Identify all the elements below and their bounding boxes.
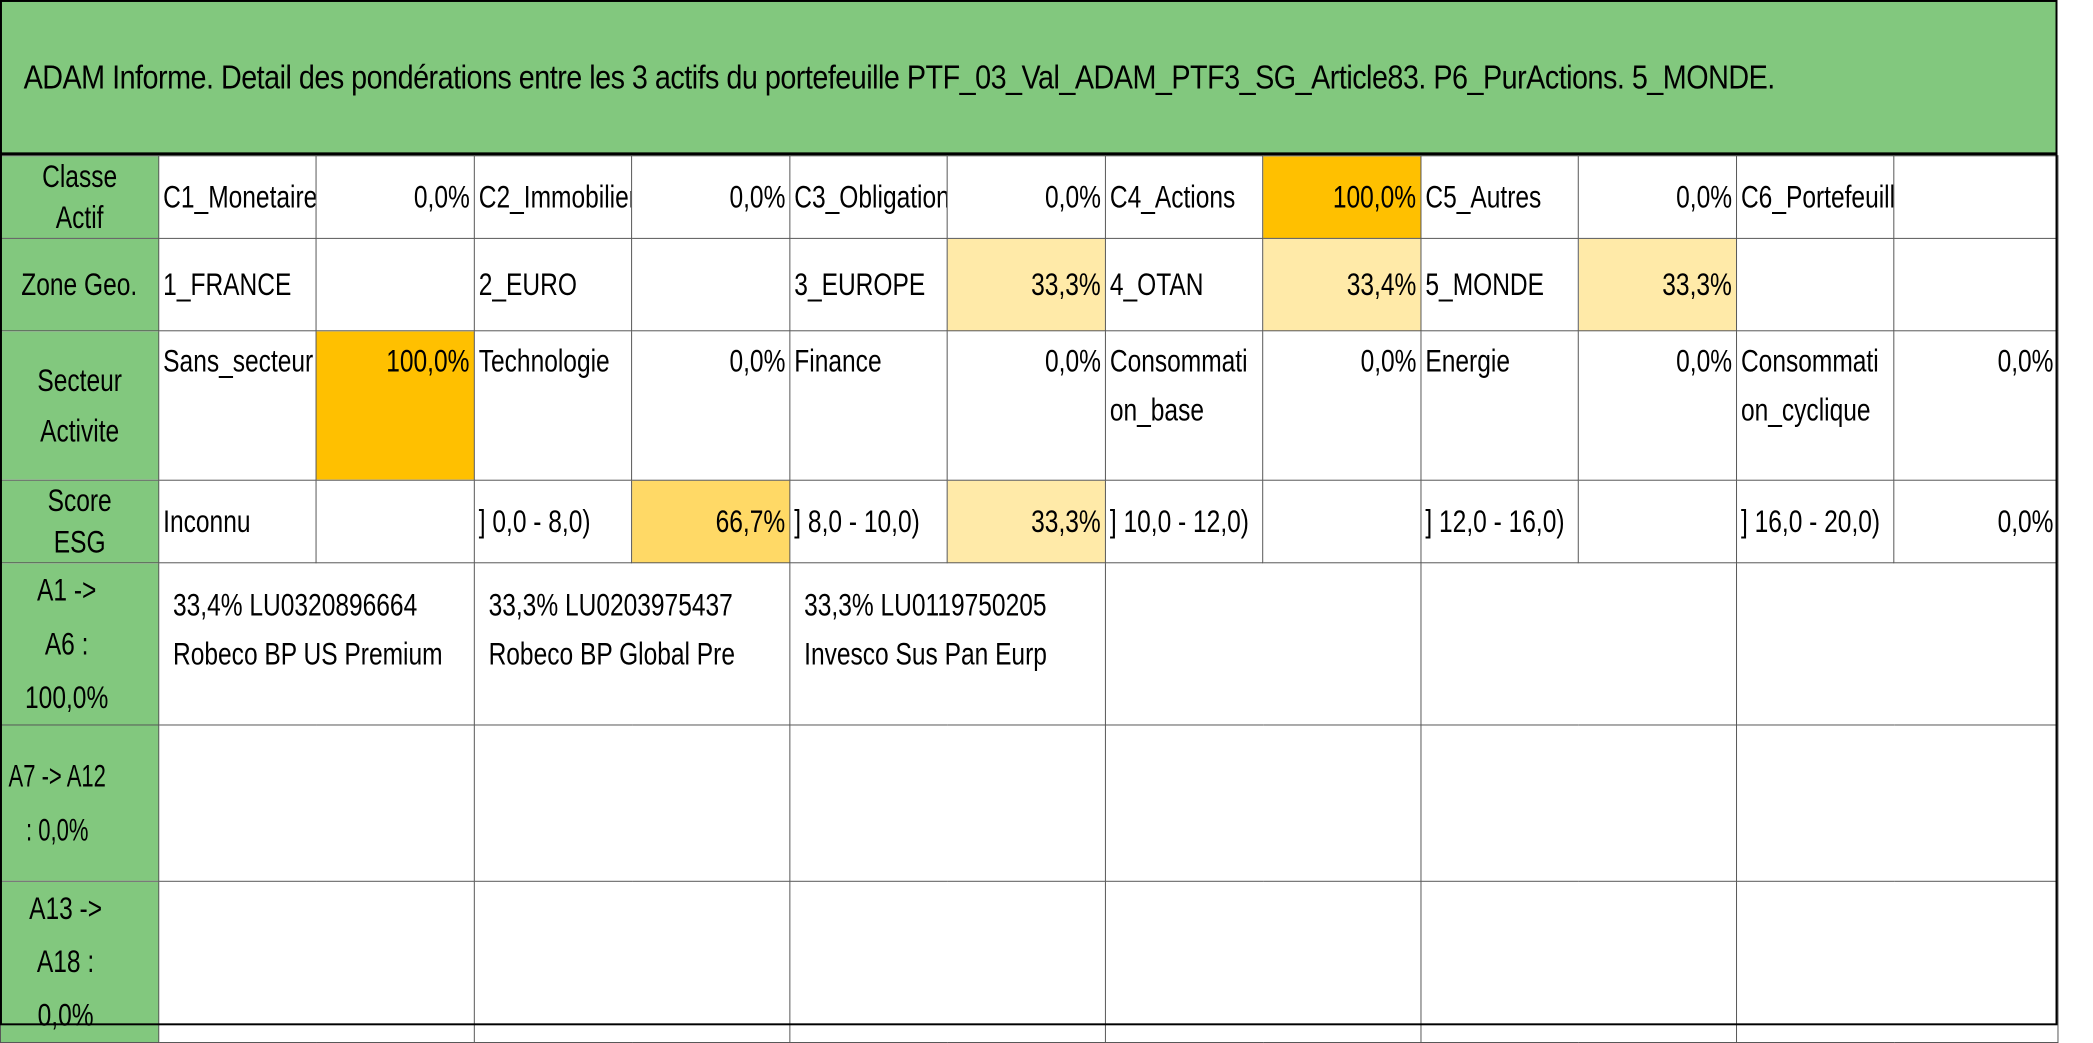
cell-value[interactable] bbox=[1577, 479, 1738, 564]
cell-value[interactable]: 0,0% bbox=[1893, 479, 2059, 564]
asset-cell-empty[interactable] bbox=[473, 880, 791, 1043]
cell-value[interactable]: 33,3% bbox=[1577, 238, 1738, 332]
cell-value[interactable]: 0,0% bbox=[315, 155, 475, 240]
row-header-classe-actif: Classe Actif bbox=[0, 155, 160, 240]
cell-value[interactable]: 33,4% bbox=[1262, 238, 1422, 332]
asset-weight-isin: 33,4% LU0320896664 bbox=[173, 587, 418, 623]
asset-cell-empty[interactable] bbox=[1420, 562, 1738, 726]
asset-cell-empty[interactable] bbox=[473, 724, 791, 882]
cell-label[interactable]: ] 12,0 - 16,0) bbox=[1420, 479, 1579, 564]
cell-label[interactable]: 1_FRANCE bbox=[158, 238, 317, 332]
cell-value[interactable]: 100,0% bbox=[315, 330, 475, 481]
row-assets-a7-a12: A7 -> A12 : 0,0% bbox=[0, 724, 2059, 882]
cell-value[interactable]: 0,0% bbox=[946, 330, 1106, 481]
title-bar: ADAM Informe. Detail des pondérations en… bbox=[0, 0, 2058, 156]
row-secteur-activite: Secteur Activite Sans_secteur 100,0% Tec… bbox=[0, 330, 2059, 481]
asset-cell-empty[interactable] bbox=[1736, 724, 2059, 882]
cell-value[interactable]: 0,0% bbox=[631, 155, 791, 240]
asset-cell-empty[interactable] bbox=[1736, 880, 2059, 1043]
cell-label[interactable]: Finance bbox=[789, 330, 948, 481]
asset-cell[interactable]: 33,3% LU0119750205 Invesco Sus Pan Eurp bbox=[789, 562, 1106, 726]
cell-value[interactable]: 0,0% bbox=[1893, 330, 2059, 481]
cell-label[interactable]: Energie bbox=[1420, 330, 1579, 481]
asset-name: Invesco Sus Pan Eurp bbox=[804, 635, 1047, 672]
cell-value[interactable]: 0,0% bbox=[1577, 330, 1738, 481]
row-header-score-esg: Score ESG bbox=[0, 479, 160, 564]
row-header-a1-a6: A1 -> A6 : 100,0% bbox=[0, 562, 160, 726]
weights-table: Classe Actif C1_Monetaire 0,0% C2_Immobi… bbox=[0, 155, 2059, 1043]
cell-value[interactable] bbox=[315, 238, 475, 332]
cell-label[interactable]: 4_OTAN bbox=[1104, 238, 1264, 332]
cell-label[interactable]: ] 10,0 - 12,0) bbox=[1104, 479, 1264, 564]
asset-cell-empty[interactable] bbox=[1104, 880, 1422, 1043]
cell-label[interactable]: C1_Monetaire bbox=[158, 155, 317, 240]
cell-label[interactable]: C2_Immobilier bbox=[473, 155, 633, 240]
asset-name: Robeco BP Global Pre bbox=[488, 635, 735, 672]
cell-value[interactable]: 0,0% bbox=[1262, 330, 1422, 481]
asset-weight-isin: 33,3% LU0203975437 bbox=[488, 587, 733, 623]
row-header-a13-a18: A13 -> A18 : 0,0% bbox=[0, 880, 160, 1043]
asset-cell-empty[interactable] bbox=[1420, 880, 1738, 1043]
row-header-zone-geo: Zone Geo. bbox=[0, 238, 160, 332]
cell-label[interactable]: C6_Portefeuille bbox=[1736, 155, 1895, 240]
cell-label[interactable]: C3_Obligations bbox=[789, 155, 948, 240]
row-score-esg: Score ESG Inconnu ] 0,0 - 8,0) 66,7% ] 8… bbox=[0, 479, 2059, 564]
cell-value[interactable]: 0,0% bbox=[631, 330, 791, 481]
row-header-secteur: Secteur Activite bbox=[0, 330, 160, 481]
asset-cell-empty[interactable] bbox=[1420, 724, 1738, 882]
cell-label[interactable]: Technologie bbox=[473, 330, 633, 481]
cell-value[interactable]: 100,0% bbox=[1262, 155, 1422, 240]
row-classe-actif: Classe Actif C1_Monetaire 0,0% C2_Immobi… bbox=[0, 155, 2059, 240]
cell-value[interactable]: 0,0% bbox=[1577, 155, 1738, 240]
cell-label[interactable]: ] 0,0 - 8,0) bbox=[473, 479, 633, 564]
cell-label[interactable]: Consommation_cyclique bbox=[1736, 330, 1895, 481]
cell-label[interactable]: Inconnu bbox=[158, 479, 317, 564]
cell-label[interactable]: 2_EURO bbox=[473, 238, 633, 332]
cell-value[interactable] bbox=[1893, 238, 2059, 332]
row-assets-a13-a18: A13 -> A18 : 0,0% bbox=[0, 880, 2059, 1043]
cell-value[interactable]: 33,3% bbox=[946, 238, 1106, 332]
asset-cell-empty[interactable] bbox=[158, 880, 475, 1043]
asset-cell-empty[interactable] bbox=[158, 724, 475, 882]
cell-label[interactable] bbox=[1736, 238, 1895, 332]
asset-weight-isin: 33,3% LU0119750205 bbox=[804, 587, 1047, 623]
cell-value[interactable]: 0,0% bbox=[946, 155, 1106, 240]
asset-cell-empty[interactable] bbox=[789, 880, 1106, 1043]
row-zone-geo: Zone Geo. 1_FRANCE 2_EURO 3_EUROPE 33,3%… bbox=[0, 238, 2059, 332]
cell-value[interactable] bbox=[1262, 479, 1422, 564]
cell-value[interactable]: 66,7% bbox=[631, 479, 791, 564]
cell-value[interactable]: 33,3% bbox=[946, 479, 1106, 564]
cell-label[interactable]: 5_MONDE bbox=[1420, 238, 1579, 332]
cell-label[interactable]: ] 8,0 - 10,0) bbox=[789, 479, 948, 564]
cell-value[interactable] bbox=[631, 238, 791, 332]
row-header-a7-a12: A7 -> A12 : 0,0% bbox=[0, 724, 160, 882]
asset-cell-empty[interactable] bbox=[1736, 562, 2059, 726]
asset-cell[interactable]: 33,4% LU0320896664 Robeco BP US Premium bbox=[158, 562, 475, 726]
asset-name: Robeco BP US Premium bbox=[173, 635, 443, 672]
report-title: ADAM Informe. Detail des pondérations en… bbox=[23, 58, 1776, 97]
asset-cell-empty[interactable] bbox=[789, 724, 1106, 882]
asset-cell-empty[interactable] bbox=[1104, 562, 1422, 726]
asset-cell[interactable]: 33,3% LU0203975437 Robeco BP Global Pre bbox=[473, 562, 791, 726]
cell-label[interactable]: ] 16,0 - 20,0) bbox=[1736, 479, 1895, 564]
cell-label[interactable]: C5_Autres bbox=[1420, 155, 1579, 240]
row-assets-a1-a6: A1 -> A6 : 100,0% 33,4% LU0320896664 Rob… bbox=[0, 562, 2059, 726]
cell-value[interactable] bbox=[1893, 155, 2059, 240]
cell-label[interactable]: Consommation_base bbox=[1104, 330, 1264, 481]
cell-value[interactable] bbox=[315, 479, 475, 564]
cell-label[interactable]: 3_EUROPE bbox=[789, 238, 948, 332]
asset-cell-empty[interactable] bbox=[1104, 724, 1422, 882]
cell-label[interactable]: C4_Actions bbox=[1104, 155, 1264, 240]
cell-label[interactable]: Sans_secteur bbox=[158, 330, 317, 481]
